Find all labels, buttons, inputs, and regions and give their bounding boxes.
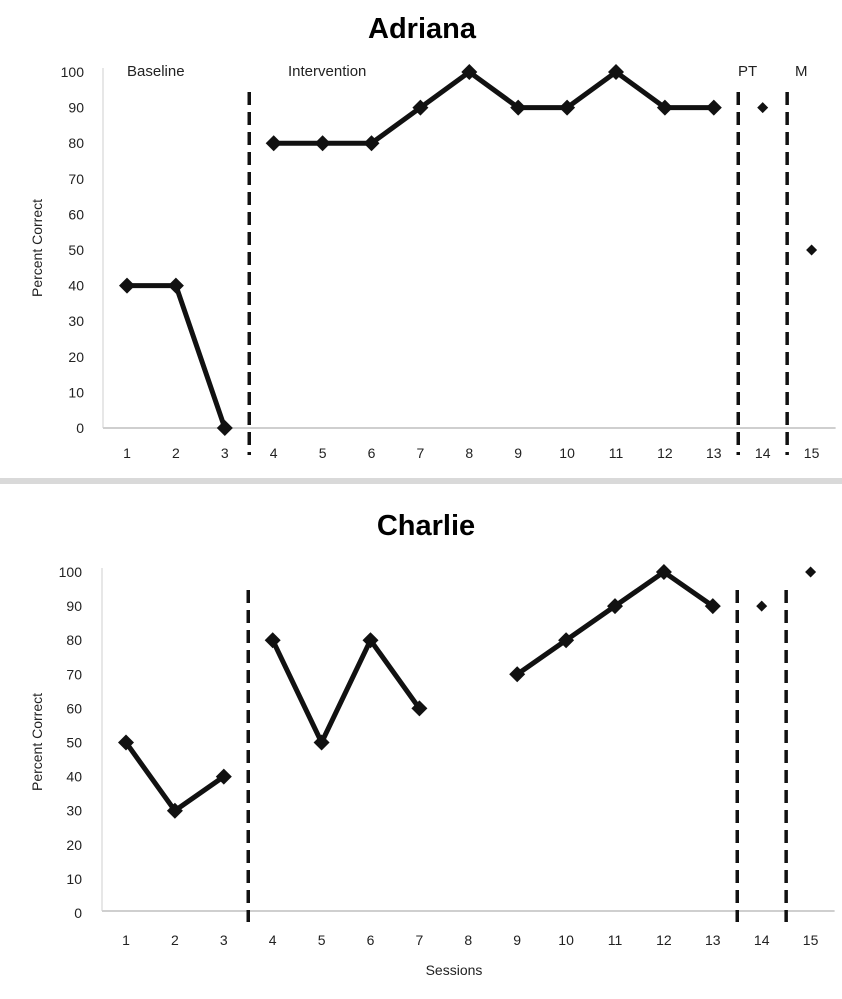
x-tick-label: 1 [123,445,131,461]
data-point-marker [362,632,379,649]
phase-label-pt: PT [738,63,757,80]
y-tick-label: 80 [66,632,82,648]
x-tick-label: 4 [270,445,278,461]
panel-separator [0,478,842,484]
chart-title-adriana: Adriana [368,13,477,45]
data-point-marker [166,802,183,819]
x-tick-label: 14 [754,932,770,948]
x-tick-label: 1 [122,932,130,948]
x-tick-label: 7 [416,932,424,948]
x-tick-label: 4 [269,932,277,948]
data-point-marker [313,734,330,751]
data-point-marker [805,566,817,578]
y-tick-label: 70 [68,171,84,187]
data-point-marker [461,64,478,80]
data-point-marker [705,99,722,116]
y-tick-label: 80 [68,135,84,151]
x-tick-label: 8 [464,932,472,948]
y-tick-label: 40 [68,278,84,294]
phase-label-m: M [795,63,808,80]
data-point-marker [704,598,721,615]
x-tick-label: 2 [171,932,179,948]
data-point-marker [167,277,184,294]
x-tick-label: 15 [803,932,819,948]
y-tick-label: 40 [66,769,82,785]
data-point-marker [510,99,527,116]
x-tick-label: 5 [318,932,326,948]
x-tick-label: 2 [172,445,180,461]
x-tick-label: 11 [609,445,624,461]
x-tick-label: 12 [656,932,672,948]
x-tick-label: 6 [367,932,375,948]
data-point-marker [559,99,576,116]
data-point-marker [119,277,135,294]
data-point-marker [558,632,575,649]
phase-label-intervention: Intervention [288,63,366,80]
data-point-marker [607,598,623,615]
data-point-marker [655,564,672,580]
y-tick-label: 70 [66,666,82,682]
y-tick-label: 30 [68,313,84,329]
x-tick-label: 10 [558,932,574,948]
data-point-marker [118,734,134,751]
adriana-chart: Adriana Percent Correct Baseline Interve… [29,13,836,461]
data-point-marker [806,244,818,256]
y-tick-label: 100 [59,564,83,580]
y-tick-label: 60 [68,206,84,222]
x-tick-label: 8 [465,445,473,461]
data-point-marker [363,135,380,152]
y-tick-label: 10 [66,871,82,887]
data-point-marker [265,135,282,152]
x-tick-label: 3 [221,445,229,461]
x-tick-label: 9 [514,445,522,461]
x-tick-label: 5 [319,445,327,461]
series-line [271,69,717,146]
y-tick-label: 0 [76,420,84,436]
charlie-chart: Charlie Percent Correct Sessions 0 10 20 30… [29,510,835,978]
data-point-marker [215,768,232,785]
series-line [270,637,422,745]
y-tick-label: 20 [66,837,82,853]
data-point-marker [411,700,428,717]
y-tick-label: 0 [74,905,82,921]
x-tick-label: 15 [804,445,820,461]
data-point-marker [608,64,624,80]
data-point-marker [757,102,769,114]
x-tick-label: 3 [220,932,228,948]
chart-title-charlie: Charlie [377,510,475,542]
x-tick-label: 9 [513,932,521,948]
y-axis-label-charlie: Percent Correct [29,693,45,791]
x-tick-label: 6 [368,445,376,461]
data-point-marker [756,600,768,612]
data-point-marker [412,99,429,116]
x-tick-label: 13 [706,445,722,461]
x-axis-label-sessions: Sessions [426,962,483,978]
series-line [124,283,228,431]
y-tick-label: 90 [68,100,84,116]
y-tick-label: 50 [66,735,82,751]
data-point-marker [216,420,233,436]
y-axis-label-adriana: Percent Correct [29,199,45,297]
data-point-marker [264,632,281,649]
x-tick-label: 14 [755,445,771,461]
y-tick-label: 90 [66,598,82,614]
data-point-marker [509,666,526,683]
y-tick-label: 60 [66,700,82,716]
y-tick-label: 30 [66,803,82,819]
series-line [123,740,227,814]
x-tick-label: 10 [559,445,575,461]
x-tick-label: 7 [417,445,425,461]
data-point-marker [314,135,331,152]
phase-label-baseline: Baseline [127,63,185,80]
x-tick-label: 13 [705,932,721,948]
x-tick-label: 11 [608,932,623,948]
series-line [514,569,716,677]
data-point-marker [656,99,673,116]
y-tick-label: 20 [68,349,84,365]
x-tick-label: 12 [657,445,673,461]
y-tick-label: 100 [61,64,85,80]
y-tick-label: 50 [68,242,84,258]
y-tick-label: 10 [68,384,84,400]
